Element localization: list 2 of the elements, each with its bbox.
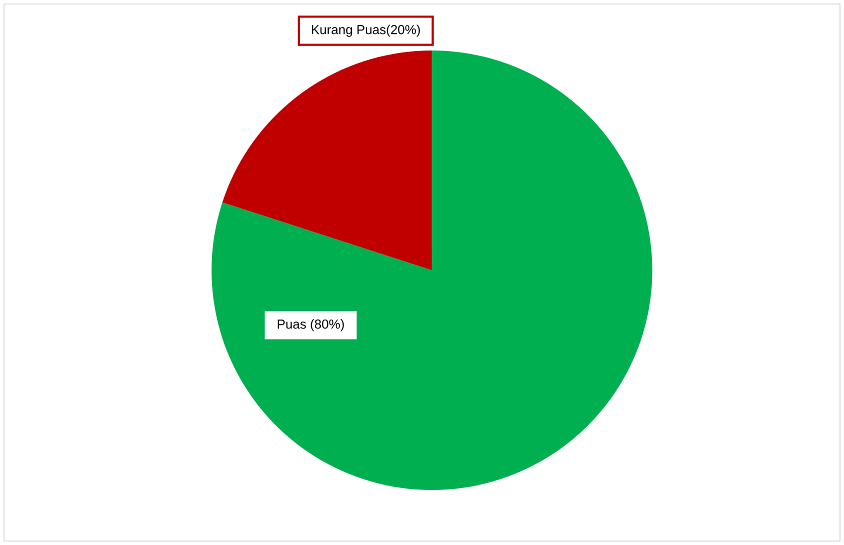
slice-label: Puas (80%): [278, 319, 344, 332]
slice-label: Kurang Puas(20%): [312, 24, 420, 37]
